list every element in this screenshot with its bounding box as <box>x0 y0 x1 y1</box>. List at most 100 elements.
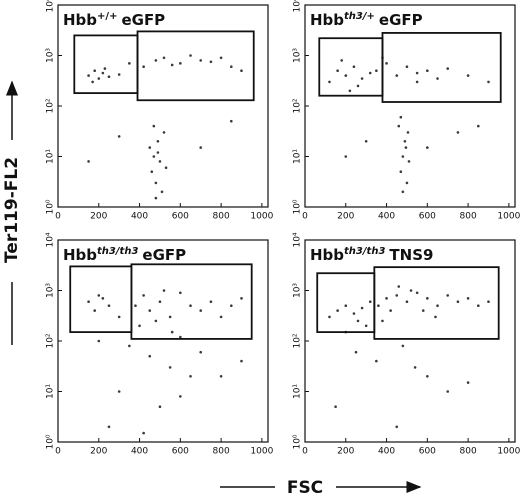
x-axis-title-group: FSC <box>220 478 422 498</box>
dot <box>168 315 172 319</box>
dot <box>487 80 490 84</box>
dot <box>348 89 352 93</box>
dot <box>142 65 145 69</box>
y-axis-title-group: Ter119-FL2 <box>2 80 22 345</box>
dot <box>456 300 460 304</box>
dot <box>436 77 439 80</box>
dot <box>415 71 419 75</box>
x-tick-label: 1000 <box>497 447 520 457</box>
dot <box>168 366 172 369</box>
gate <box>69 265 133 334</box>
dot <box>456 131 460 134</box>
dot <box>230 65 233 69</box>
dot <box>466 297 470 300</box>
dot <box>334 405 337 409</box>
dot <box>344 74 348 77</box>
dot <box>162 131 166 134</box>
dot <box>487 300 490 304</box>
x-tick-label: 400 <box>131 212 148 222</box>
dot <box>415 80 419 84</box>
dot <box>117 390 121 393</box>
dot <box>336 309 339 312</box>
dot <box>336 69 339 73</box>
dot <box>158 300 162 304</box>
dot <box>179 395 182 398</box>
title-sup: +/+ <box>97 11 117 22</box>
dot <box>107 75 111 79</box>
dot <box>152 155 156 158</box>
y-tick-label: 10¹ <box>46 149 56 164</box>
x-tick-label: 200 <box>90 212 107 222</box>
dot <box>401 344 405 348</box>
y-tick-label: 10⁰ <box>46 199 56 214</box>
dot <box>199 350 203 354</box>
dot <box>101 71 105 75</box>
y-tick-label: 10² <box>293 333 303 348</box>
y-tick-label: 10¹ <box>293 149 303 164</box>
dot <box>97 77 101 80</box>
dot <box>397 285 401 288</box>
dot <box>405 300 409 304</box>
title-main: Hbb <box>63 11 97 29</box>
dot <box>170 63 174 67</box>
dot <box>364 324 368 328</box>
title-rest: eGFP <box>121 11 165 29</box>
y-tick-label: 10³ <box>46 48 56 63</box>
dot <box>413 366 417 369</box>
dot <box>199 146 203 149</box>
x-tick-label: 0 <box>55 212 61 222</box>
dot <box>103 67 107 70</box>
dot <box>142 294 145 297</box>
dot <box>356 84 360 88</box>
dot <box>409 289 413 292</box>
dot <box>230 304 233 308</box>
dot <box>399 115 403 119</box>
dot <box>179 335 182 339</box>
x-tick-label: 200 <box>90 447 107 457</box>
dot <box>360 77 364 80</box>
y-axis-title: Ter119-FL2 <box>2 157 22 263</box>
dot <box>377 304 380 308</box>
y-tick-label: 10¹ <box>46 384 56 399</box>
dot <box>356 319 360 323</box>
dot <box>219 315 223 319</box>
dot <box>150 170 154 174</box>
x-tick-label: 200 <box>337 447 354 457</box>
panel-title: Hbbth3/+ eGFP <box>310 11 423 29</box>
dot <box>401 190 405 194</box>
dot <box>395 294 399 297</box>
panel: 0 200 400 600 800 1000 10⁰ 10¹ 10² 10³ 10⁴ Hbbth3/+… <box>293 0 520 222</box>
title-sup: th3/th3 <box>97 246 138 257</box>
x-tick-label: 800 <box>460 212 477 222</box>
dot <box>399 170 403 174</box>
dot <box>154 196 158 200</box>
title-rest: eGFP <box>142 246 186 264</box>
dot <box>426 374 429 378</box>
y-tick-label: 10⁴ <box>293 0 303 13</box>
dot <box>199 59 203 62</box>
dot <box>405 181 409 185</box>
panel: 0 200 400 600 800 1000 10⁰ 10¹ 10² 10³ 10⁴ Hbbth3/t… <box>46 232 274 456</box>
title-main: Hbb <box>63 246 97 264</box>
dot <box>154 181 158 185</box>
x-tick-label: 600 <box>419 212 436 222</box>
title-main: Hbb <box>310 11 344 29</box>
dot <box>395 425 399 429</box>
dot <box>154 319 158 323</box>
dot <box>389 309 392 312</box>
dot <box>87 300 90 304</box>
dot <box>189 374 192 378</box>
x-tick-label: 800 <box>213 447 230 457</box>
y-tick-label: 10² <box>293 98 303 113</box>
dot <box>179 291 182 295</box>
dot <box>117 315 121 319</box>
gate <box>381 32 502 103</box>
panel: 0 200 400 600 800 1000 10⁰ 10¹ 10² 10³ 10⁴ Hbb+/+ eG… <box>46 0 274 222</box>
dot <box>156 139 160 143</box>
dot <box>142 431 145 435</box>
title-rest: eGFP <box>379 11 423 29</box>
title-main: Hbb <box>310 246 344 264</box>
dot <box>407 160 411 163</box>
x-tick-label: 200 <box>337 212 354 222</box>
